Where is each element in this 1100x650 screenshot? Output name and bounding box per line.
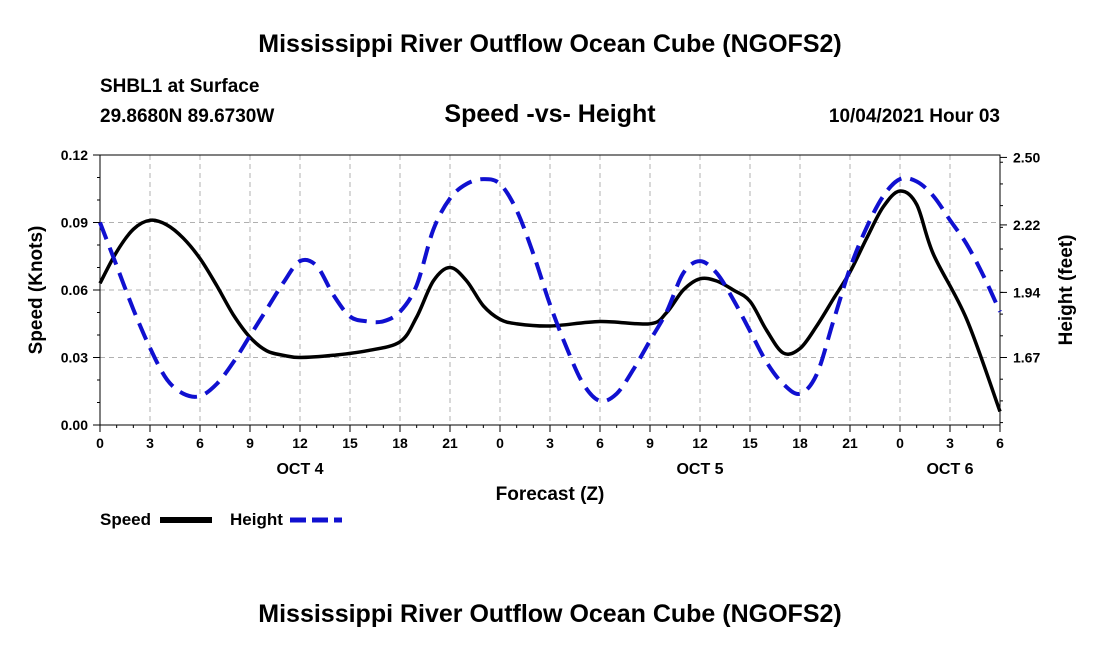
x-tick-label: 0 [96,435,104,451]
x-tick-label: 3 [946,435,954,451]
x-tick-label: 21 [442,435,458,451]
x-tick-label: 0 [496,435,504,451]
y-left-tick-label: 0.06 [61,282,88,298]
x-tick-label: 15 [742,435,758,451]
legend-speed-label: Speed [100,510,151,529]
x-tick-label: 6 [196,435,204,451]
x-tick-label: 12 [292,435,308,451]
legend: Speed Height [100,510,342,529]
page-title-top: Mississippi River Outflow Ocean Cube (NG… [258,30,842,58]
series-layer [98,176,1002,413]
legend-height-label: Height [230,510,283,529]
x-tick-label: 6 [596,435,604,451]
y-left-tick-label: 0.03 [61,350,88,366]
y-right-tick-label: 1.67 [1013,350,1040,366]
series-line-height [98,176,1002,404]
day-label: OCT 5 [676,461,723,478]
y-left-tick-label: 0.09 [61,215,88,231]
x-tick-label: 3 [146,435,154,451]
x-tick-label: 6 [996,435,1004,451]
day-label: OCT 6 [926,461,973,478]
x-tick-label: 12 [692,435,708,451]
x-tick-label: 9 [246,435,254,451]
x-tick-label: 9 [646,435,654,451]
chart-subtitle: Speed -vs- Height [444,100,656,128]
page-title-bottom: Mississippi River Outflow Ocean Cube (NG… [258,600,842,628]
station-label: SHBL1 at Surface [100,76,260,97]
forecast-datetime: 10/04/2021 Hour 03 [828,106,1000,127]
day-label: OCT 4 [276,461,323,478]
x-tick-label: 21 [842,435,858,451]
y-axis-right-label: Height (feet) [1056,235,1077,346]
x-tick-label: 15 [342,435,358,451]
y-right-tick-label: 2.22 [1013,217,1040,233]
x-axis-label: Forecast (Z) [496,484,605,505]
y-right-tick-label: 1.94 [1013,284,1040,300]
y-right-tick-label: 2.50 [1013,149,1040,165]
x-tick-label: 3 [546,435,554,451]
x-tick-label: 0 [896,435,904,451]
y-axis-left-label: Speed (Knots) [26,226,47,355]
ticks-layer: 0 3 6 9 12 15 18 21 0 3 6 9 12 15 18 21 0 3 6 OCT 4 OCT 5 OCT… [61,147,1041,478]
grid-layer [100,155,1000,425]
station-coords: 29.8680N 89.6730W [100,106,275,127]
y-left-tick-label: 0.00 [61,417,88,433]
x-tick-label: 18 [392,435,408,451]
x-tick-label: 18 [792,435,808,451]
y-left-tick-label: 0.12 [61,147,88,163]
